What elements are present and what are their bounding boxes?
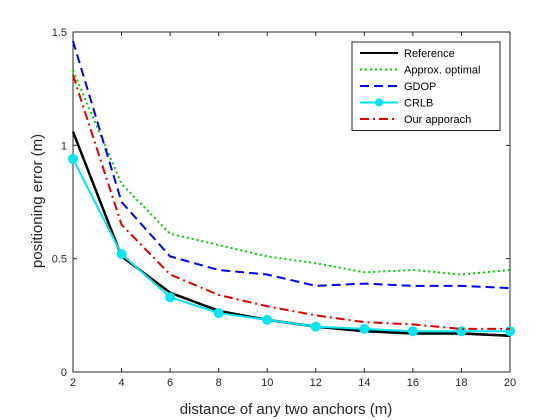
y-axis-label: positioning error (m) bbox=[29, 134, 46, 268]
legend-item: Reference bbox=[360, 48, 455, 60]
data-point bbox=[310, 321, 321, 332]
x-tick-label: 2 bbox=[70, 377, 76, 389]
legend-item: Our apporach bbox=[360, 114, 471, 126]
legend-label: Our apporach bbox=[404, 114, 471, 126]
y-tick-label: 0 bbox=[61, 367, 67, 379]
legend-item: CRLB bbox=[360, 98, 433, 110]
x-tick-label: 10 bbox=[261, 377, 273, 389]
x-tick-label: 14 bbox=[358, 377, 370, 389]
series-layer bbox=[68, 40, 515, 337]
x-tick-label: 20 bbox=[504, 377, 516, 389]
y-tick-label: 0.5 bbox=[52, 254, 67, 266]
y-tick-label: 1 bbox=[61, 140, 67, 152]
legend-item: Approx. optimal bbox=[360, 65, 480, 77]
data-point bbox=[165, 292, 176, 303]
x-tick-label: 8 bbox=[216, 377, 222, 389]
series-2 bbox=[72, 40, 511, 290]
legend-label: Approx. optimal bbox=[404, 65, 480, 77]
series-3 bbox=[68, 153, 515, 337]
data-point bbox=[68, 153, 78, 164]
x-tick-label: 6 bbox=[167, 377, 173, 389]
legend-label: Reference bbox=[404, 48, 455, 60]
x-tick-label: 12 bbox=[310, 377, 322, 389]
data-point bbox=[407, 326, 418, 337]
x-tick-label: 4 bbox=[118, 377, 124, 389]
legend-item: GDOP bbox=[360, 81, 436, 93]
x-tick-label: 16 bbox=[407, 377, 419, 389]
legend-label: CRLB bbox=[404, 98, 433, 110]
series-line bbox=[72, 40, 511, 290]
y-tick-label: 1.5 bbox=[52, 27, 67, 39]
series-4 bbox=[72, 74, 510, 330]
legend-label: GDOP bbox=[404, 81, 436, 93]
x-tick-label: 18 bbox=[455, 377, 467, 389]
series-line bbox=[72, 74, 510, 330]
data-point bbox=[213, 308, 224, 319]
data-point bbox=[262, 314, 273, 325]
ticks-layer: 2 4 6 8 10 12 14 16 18 20 0 0.5 1 1.5 bbox=[52, 27, 516, 389]
x-axis-label: distance of any two anchors (m) bbox=[180, 401, 393, 418]
legend: Reference Approx. optimal GDOP CRLB Our appo… bbox=[351, 41, 501, 131]
series-line bbox=[72, 158, 510, 333]
data-point bbox=[359, 323, 370, 334]
legend-marker bbox=[375, 98, 383, 107]
data-point bbox=[116, 249, 127, 260]
